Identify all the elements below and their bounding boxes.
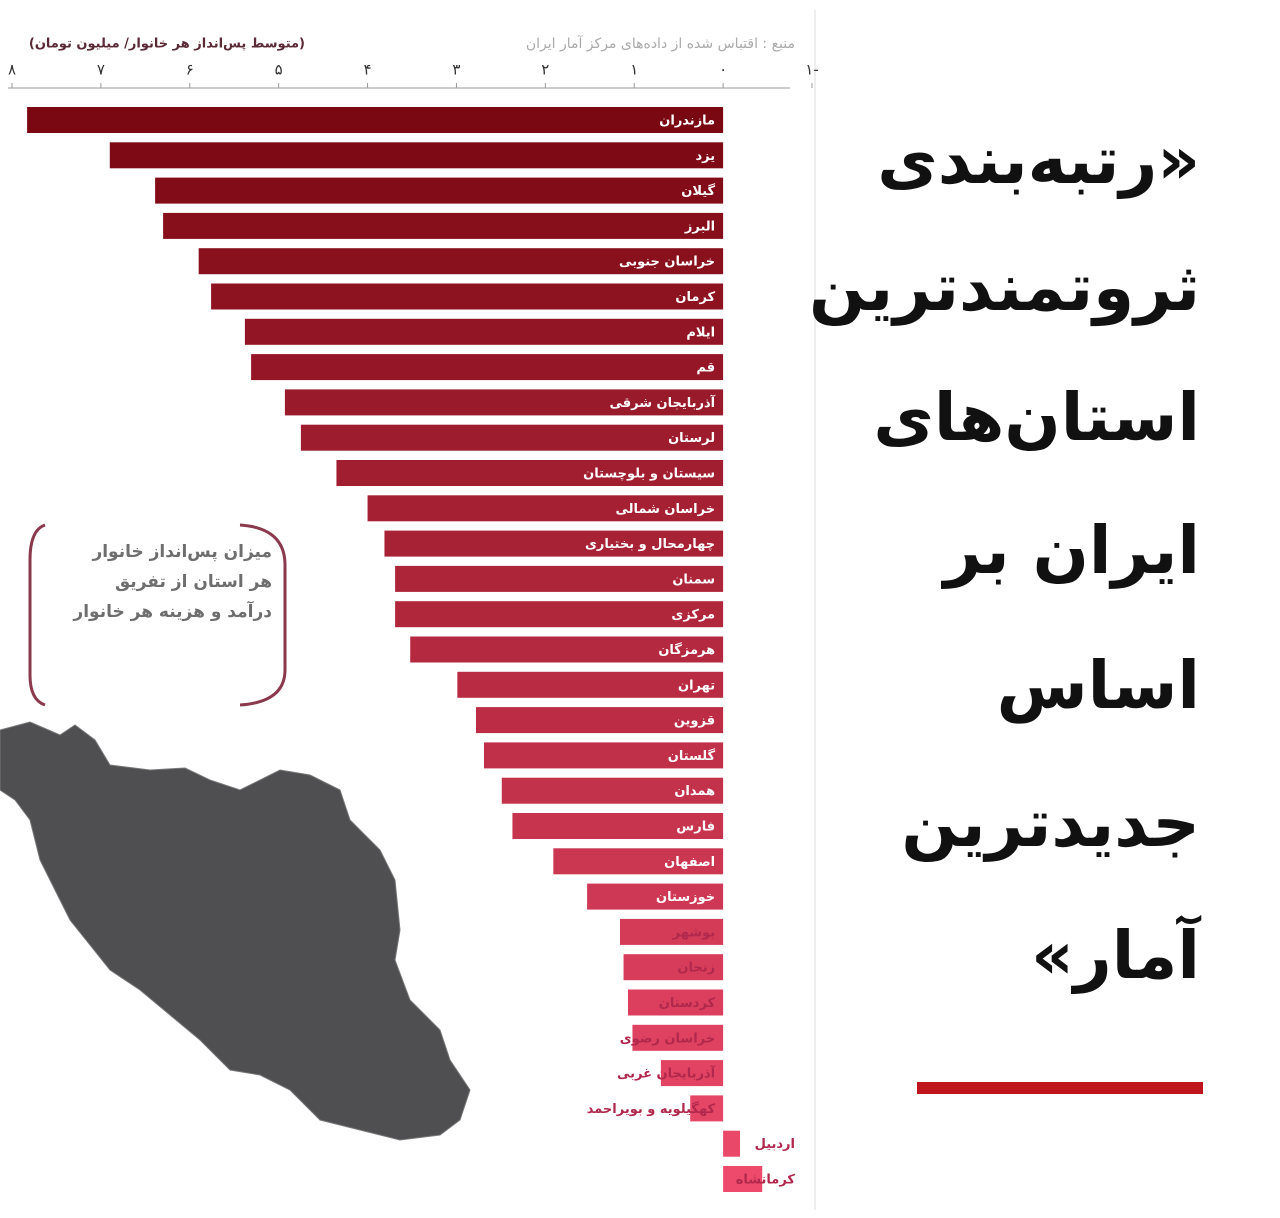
bar xyxy=(211,283,724,310)
bar xyxy=(155,177,724,204)
bar-label: خراسان جنوبی xyxy=(619,255,715,270)
x-tick-label: ۲ xyxy=(541,61,549,79)
bar xyxy=(512,813,724,839)
bar xyxy=(251,354,724,381)
iran-map xyxy=(0,721,471,1141)
bar-label: قم xyxy=(696,361,715,376)
bar xyxy=(163,212,724,239)
bar-label: همدان xyxy=(674,784,715,799)
bar-label: گیلان xyxy=(681,183,715,199)
bar-label: گلستان xyxy=(668,748,716,764)
bar xyxy=(410,636,724,663)
bar-label: کردستان xyxy=(659,996,716,1011)
bar xyxy=(628,989,724,1016)
x-tick-label: ۴ xyxy=(364,61,372,79)
bar-label: مازندران xyxy=(659,114,715,129)
bar-label: آذربایجان شرقی xyxy=(609,394,715,411)
bar xyxy=(395,601,724,628)
bar-label: هرمزگان xyxy=(658,642,715,658)
bar-label: خراسان رضوی xyxy=(620,1031,715,1046)
bar xyxy=(336,460,724,486)
title-line: «رتبه‌بندی xyxy=(877,122,1200,199)
x-tick-label: ۵ xyxy=(275,61,283,79)
accent-rule xyxy=(917,1082,1203,1094)
bar xyxy=(300,424,724,451)
bar-label: قزوین xyxy=(674,714,715,729)
x-tick-label: ۰ xyxy=(719,61,727,79)
bar-label: تهران xyxy=(678,678,715,693)
bar xyxy=(367,495,724,522)
title-line: ثروتمندترین xyxy=(809,249,1200,327)
bar xyxy=(395,565,724,592)
title-line: ایران بر xyxy=(941,512,1200,589)
bar-label: لرستان xyxy=(668,431,715,446)
bar xyxy=(484,742,724,769)
bar xyxy=(109,142,724,169)
title-line: آمار» xyxy=(1031,914,1201,994)
annotation-bracket xyxy=(28,523,287,707)
bar-label: کرمان xyxy=(675,290,715,305)
bar xyxy=(284,389,724,416)
annotation: درآمد و هزینه هر خانوار xyxy=(72,600,272,622)
x-tick-label: ۱ xyxy=(630,61,638,79)
bar xyxy=(660,1060,724,1087)
bar-label: فارس xyxy=(676,820,715,835)
bar-label: بوشهر xyxy=(672,925,716,940)
bar xyxy=(620,918,724,945)
bar xyxy=(690,1095,724,1122)
x-tick-label: ۶ xyxy=(186,61,194,79)
bar-label: اردبیل xyxy=(755,1137,795,1152)
bar xyxy=(553,848,724,875)
bar-label: مرکزی xyxy=(671,608,715,623)
title-line: استان‌های xyxy=(873,379,1200,456)
annotation: میزان پس‌انداز خانوار xyxy=(91,542,272,562)
bar xyxy=(244,318,724,345)
axis-label: (متوسط پس‌انداز هر خانوار/ میلیون تومان) xyxy=(29,37,305,52)
bar xyxy=(476,707,724,734)
annotation: هر استان از تفریق xyxy=(115,572,272,592)
bar xyxy=(723,1166,763,1192)
bar-label: کرمانشاه xyxy=(736,1173,796,1188)
x-tick-label: ۳ xyxy=(452,61,460,79)
bar xyxy=(501,777,724,804)
bar xyxy=(632,1024,724,1051)
bar-label: یزد xyxy=(695,149,715,164)
bar xyxy=(198,248,724,275)
title-line: جدیدترین xyxy=(901,785,1200,862)
bar xyxy=(587,883,724,910)
x-tick-label: ۸ xyxy=(8,61,16,79)
bar xyxy=(27,107,724,133)
bar-label: کهگیلویه و بویراحمد xyxy=(587,1101,716,1117)
bar-label: سمنان xyxy=(672,572,715,587)
bar xyxy=(457,671,724,698)
bar-label: چهارمحال و بختیاری xyxy=(585,537,715,552)
source: منبع : اقتباس شده از داده‌های مرکز آمار … xyxy=(526,35,795,52)
bar xyxy=(384,530,724,557)
bar-label: ایلام xyxy=(686,325,715,340)
bar-label: اصفهان xyxy=(664,855,715,870)
x-tick-label: -۱ xyxy=(805,61,818,79)
bar xyxy=(623,954,724,981)
bar xyxy=(723,1130,740,1157)
bar-label: خراسان شمالی xyxy=(615,502,715,517)
bar-label: خوزستان xyxy=(656,890,715,905)
bar-label: آذربایجان غربی xyxy=(617,1065,716,1082)
bar-label: سیستان و بلوچستان xyxy=(583,467,715,482)
title-line: اساس xyxy=(997,647,1200,724)
bar-label: زنجان xyxy=(677,961,715,976)
bar-label: البرز xyxy=(684,219,715,234)
x-tick-label: ۷ xyxy=(97,61,105,79)
